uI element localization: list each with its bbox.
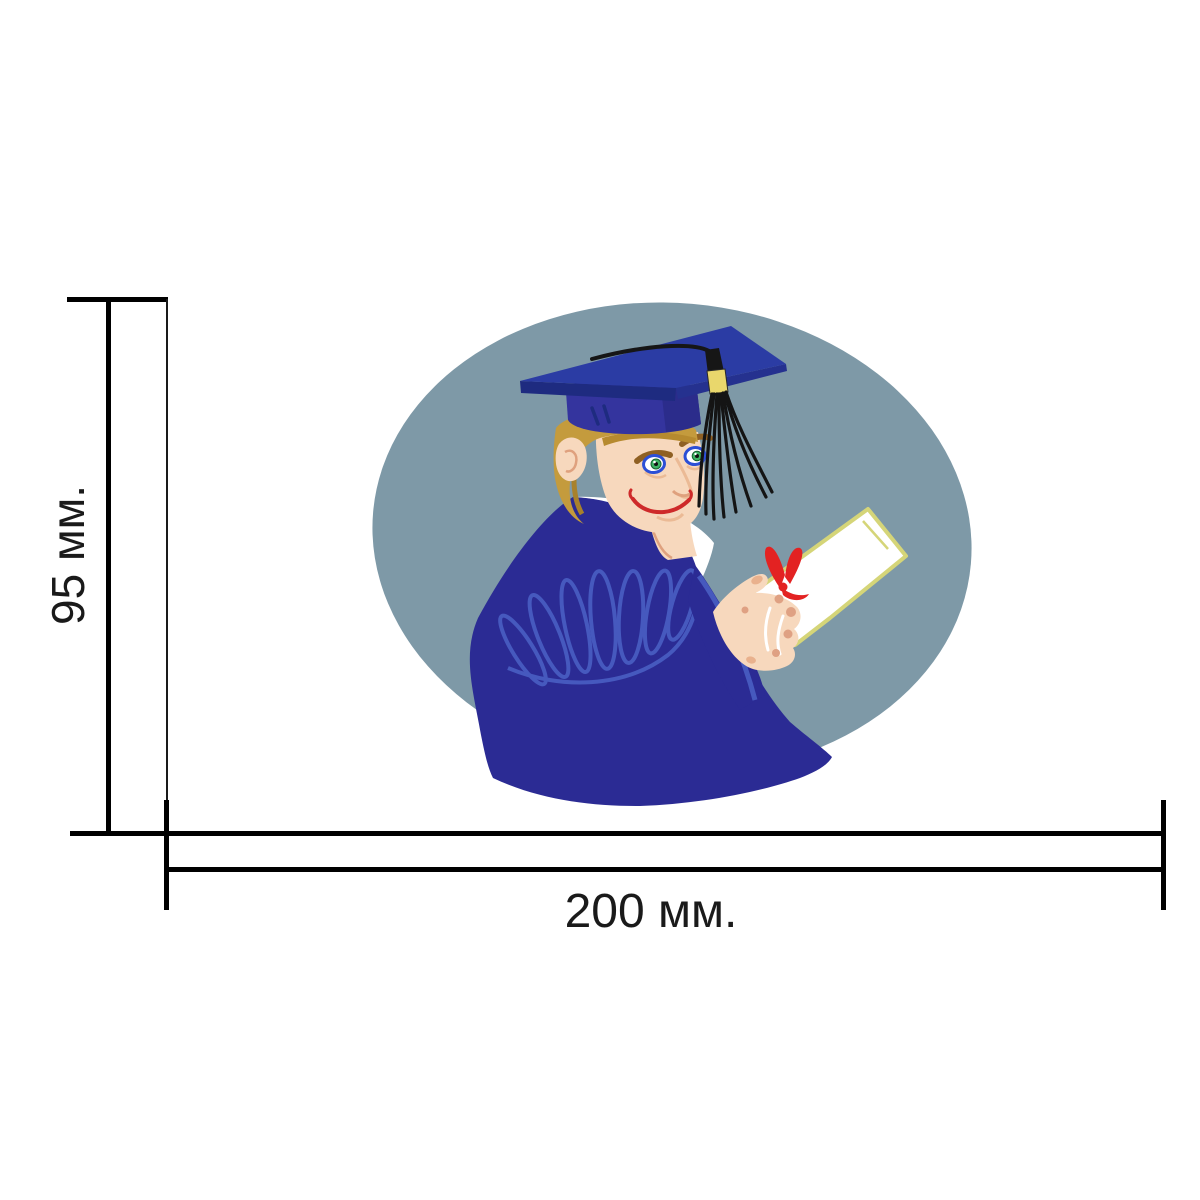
height-top-tick	[67, 297, 168, 302]
under-eye-line-right	[686, 464, 701, 471]
height-dimension-label: 95 мм.	[42, 485, 94, 625]
ribbon-bow	[764, 546, 809, 601]
tassel	[590, 343, 774, 521]
graduation-gown	[469, 497, 832, 806]
width-dimension-line	[166, 867, 1163, 872]
tassel-strands	[697, 390, 774, 521]
tassel-band	[706, 368, 729, 395]
left-extension-line	[166, 299, 168, 802]
width-left-tick	[164, 800, 169, 910]
board-side	[520, 381, 676, 401]
eye-left	[642, 453, 666, 475]
eyebrow-left	[634, 450, 673, 464]
chin-line	[656, 512, 685, 522]
mortarboard-cap	[520, 326, 787, 521]
smile	[628, 488, 693, 515]
gown-loop-trim	[498, 568, 701, 687]
height-dimension-line	[106, 297, 111, 835]
width-dimension-label: 200 мм.	[564, 885, 738, 938]
ear	[555, 437, 587, 482]
hand	[713, 574, 801, 671]
width-right-tick	[1161, 800, 1166, 910]
fingernails	[746, 575, 763, 664]
bottom-edge-line	[70, 831, 1163, 836]
under-eye-line-left	[644, 471, 667, 479]
knuckles	[741, 594, 796, 657]
eye-right	[683, 445, 707, 467]
nostril-line	[671, 489, 691, 498]
